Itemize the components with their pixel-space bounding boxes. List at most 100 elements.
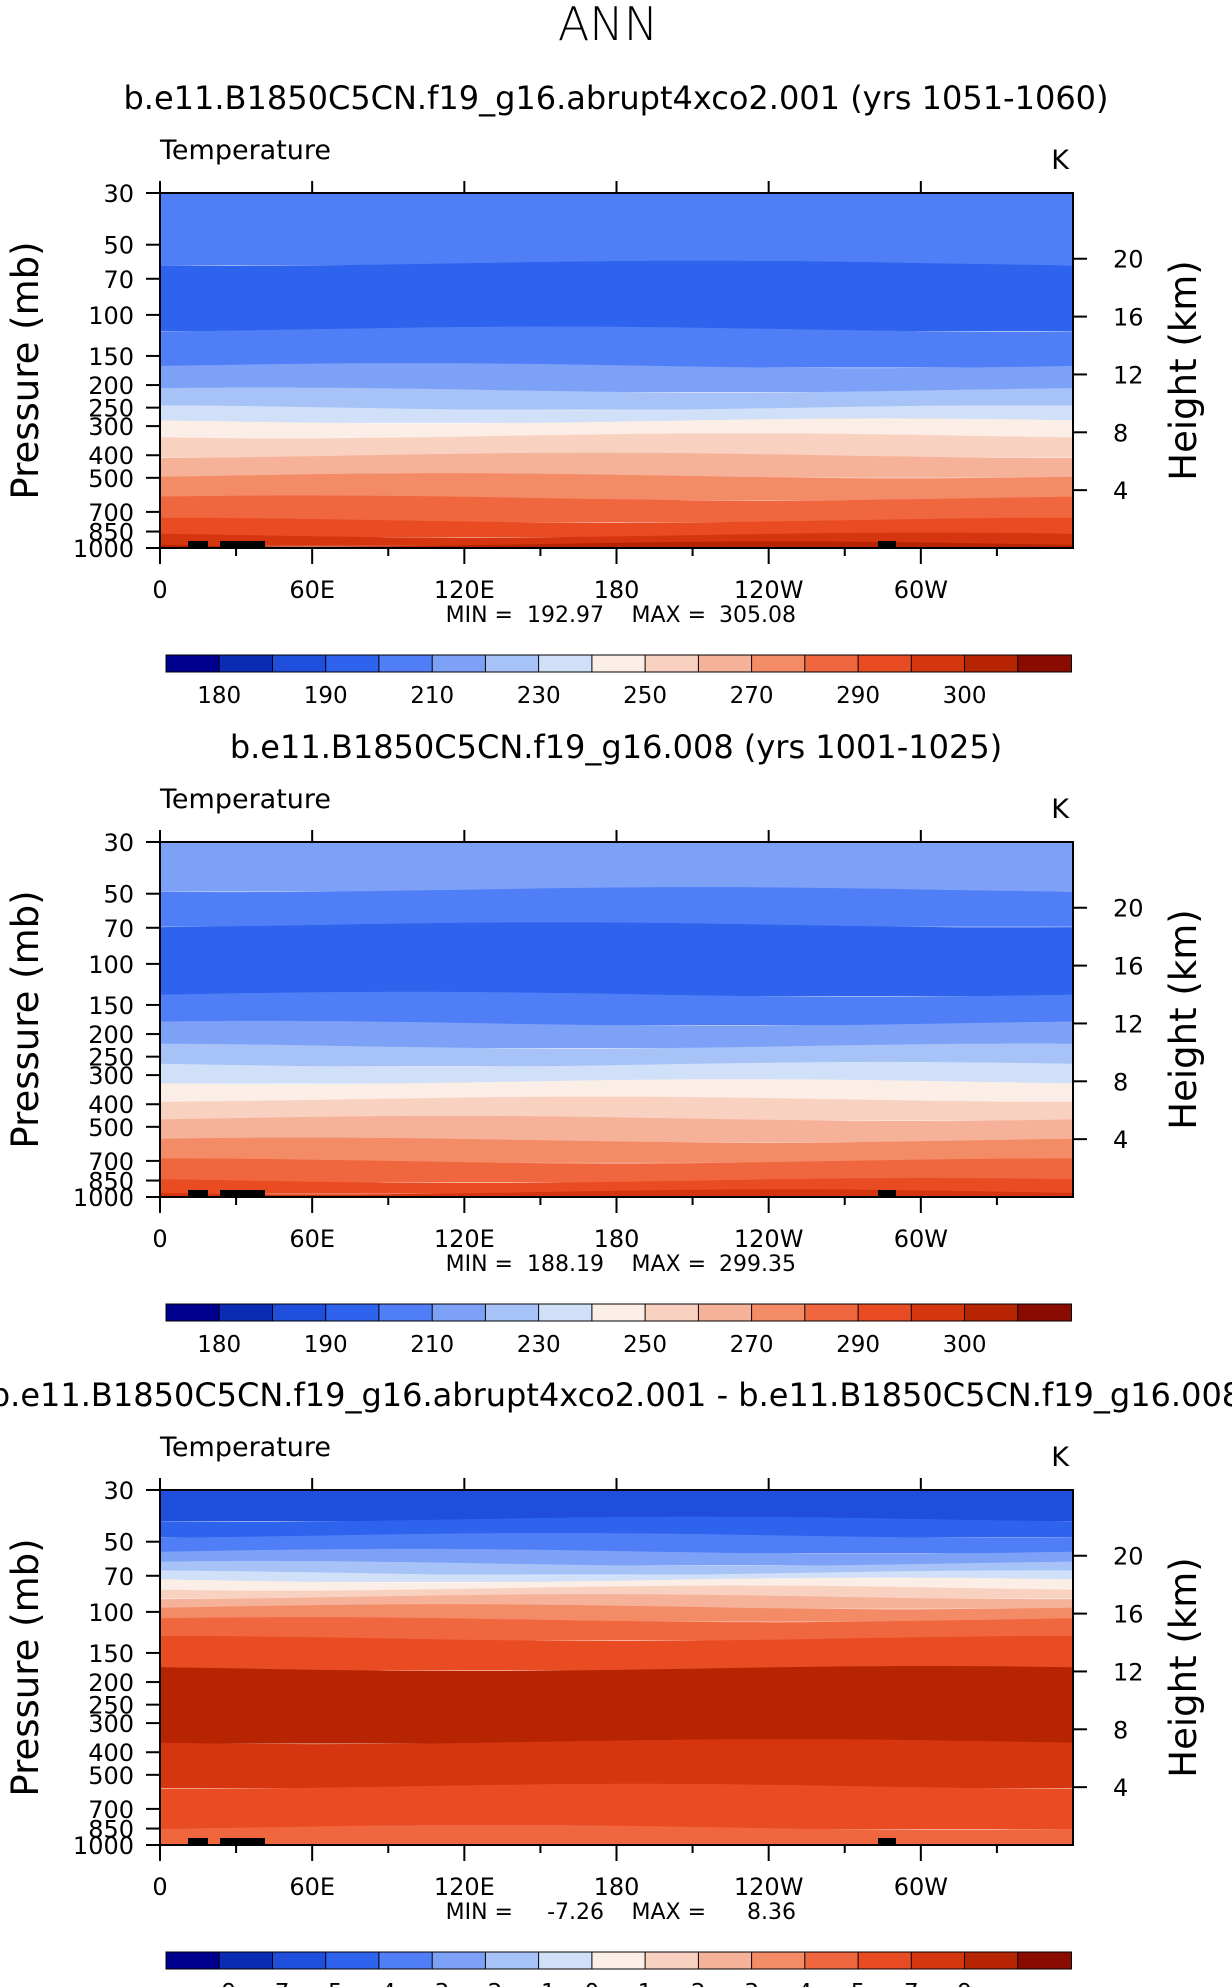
contour-band xyxy=(160,495,1073,523)
colorbar-label: 300 xyxy=(943,683,987,709)
colorbar-swatch xyxy=(538,654,593,673)
colorbar-swatch xyxy=(378,1303,434,1322)
y-tick-label: 500 xyxy=(88,1762,134,1790)
y-tick-label: 400 xyxy=(88,1739,134,1767)
contour-band xyxy=(160,418,1073,438)
y-tick-label: 400 xyxy=(88,442,134,470)
contour-band xyxy=(160,193,1073,266)
topography xyxy=(188,541,208,548)
colorbar-label: −4 xyxy=(362,1980,396,1987)
max-label: MAX = xyxy=(631,1252,706,1277)
contour-band xyxy=(160,1666,1073,1744)
colorbar-label: 1 xyxy=(638,1980,653,1987)
contour-band xyxy=(160,1783,1073,1830)
y-tick-label: 50 xyxy=(103,232,134,260)
colorbar: −9 −7 −5 −4 −3 −2 −1 0 1 2 3 4 5 7 9 xyxy=(165,1951,1072,1987)
y-tick-label: 100 xyxy=(88,951,134,979)
contour-band xyxy=(160,1739,1073,1789)
contour-band xyxy=(160,1548,1073,1566)
colorbar-swatch xyxy=(591,1951,647,1970)
height-tick-label: 20 xyxy=(1113,895,1144,923)
topography xyxy=(220,541,265,548)
min-value: 188.19 xyxy=(527,1252,604,1277)
colorbar-swatch xyxy=(751,654,806,673)
x-tick-label: 180 xyxy=(594,1873,640,1901)
height-tick-label: 4 xyxy=(1113,477,1128,505)
colorbar-swatch xyxy=(644,1951,700,1970)
colorbar-label: 300 xyxy=(943,1332,987,1358)
colorbar-label: 9 xyxy=(957,1980,972,1987)
contour-band xyxy=(160,1516,1073,1538)
y-tick-label: 1000 xyxy=(73,1832,134,1860)
colorbar-swatch xyxy=(325,654,380,673)
colorbar: 180 190 210 230 250 270 290 300 xyxy=(165,1303,1072,1358)
colorbar-label: 210 xyxy=(410,683,454,709)
contour-band xyxy=(160,260,1073,331)
y-tick-label: 70 xyxy=(103,1563,134,1591)
colorbar-label: 230 xyxy=(517,1332,561,1358)
contour-band xyxy=(160,1189,1073,1197)
y-tick-label: 700 xyxy=(88,1796,134,1824)
height-tick-label: 12 xyxy=(1113,1658,1144,1686)
y-tick-label: 500 xyxy=(88,465,134,493)
colorbar-swatch xyxy=(804,654,859,673)
colorbar-swatch xyxy=(857,1303,913,1322)
y-tick-label: 250 xyxy=(88,1692,134,1720)
y-tick-label: 400 xyxy=(88,1091,134,1119)
topography xyxy=(878,541,896,548)
colorbar-swatch xyxy=(272,1951,327,1970)
contour-band xyxy=(160,1533,1073,1554)
colorbar-label: −1 xyxy=(522,1980,556,1987)
y-tick-label: 300 xyxy=(88,1710,134,1738)
colorbar-swatch xyxy=(165,1951,221,1970)
max-value: 8.36 xyxy=(747,1900,796,1925)
max-value: 305.08 xyxy=(719,603,796,628)
y-tick-label: 500 xyxy=(88,1114,134,1142)
y-tick-label: 850 xyxy=(88,1168,134,1196)
topography xyxy=(188,1838,208,1845)
x-tick-label: 0 xyxy=(152,1873,167,1901)
contour-band xyxy=(160,1043,1073,1067)
colorbar-swatch xyxy=(484,1303,540,1322)
colorbar-label: 250 xyxy=(623,683,667,709)
max-value: 299.35 xyxy=(719,1252,796,1277)
y-tick-label: 50 xyxy=(103,1529,134,1557)
colorbar-label: 290 xyxy=(836,1332,880,1358)
colorbar-label: −9 xyxy=(202,1980,236,1987)
y-axis-right-title: Height (km) xyxy=(1162,1557,1205,1777)
colorbar-swatch xyxy=(218,1951,274,1970)
colorbar-swatch xyxy=(644,1303,700,1322)
panel-title: b.e11.B1850C5CN.f19_g16.abrupt4xco2.001 … xyxy=(0,1376,1232,1414)
colorbar-swatch xyxy=(964,654,1019,673)
x-tick-label: 60W xyxy=(894,1225,948,1253)
min-label: MIN = xyxy=(446,1900,513,1925)
colorbar-swatch xyxy=(431,1303,487,1322)
units-label: K xyxy=(1051,145,1070,176)
y-tick-label: 200 xyxy=(88,1669,134,1697)
colorbar: 180 190 210 230 250 270 290 300 xyxy=(165,654,1072,709)
contour-band xyxy=(160,452,1073,478)
colorbar-label: 3 xyxy=(744,1980,759,1987)
colorbar-label: 5 xyxy=(851,1980,866,1987)
x-tick-label: 60E xyxy=(289,1225,335,1253)
colorbar-label: −7 xyxy=(256,1980,290,1987)
x-tick-label: 60W xyxy=(894,1873,948,1901)
y-tick-label: 300 xyxy=(88,413,134,441)
colorbar-swatch xyxy=(1017,1303,1072,1322)
colorbar-swatch xyxy=(857,654,913,673)
panel-title: b.e11.B1850C5CN.f19_g16.008 (yrs 1001-10… xyxy=(230,728,1002,766)
x-tick-label: 180 xyxy=(594,576,640,604)
contour-band xyxy=(160,1079,1073,1101)
y-tick-label: 30 xyxy=(103,180,134,208)
colorbar-swatch xyxy=(697,1951,753,1970)
colorbar-swatch xyxy=(857,1951,913,1970)
y-tick-label: 850 xyxy=(88,1816,134,1844)
colorbar-swatch xyxy=(697,654,753,673)
contour-band xyxy=(160,1636,1073,1671)
contour-band xyxy=(160,842,1073,892)
colorbar-swatch xyxy=(910,1303,966,1322)
colorbar-label: 180 xyxy=(197,1332,241,1358)
contour-band xyxy=(160,1824,1073,1845)
contour-band xyxy=(160,387,1073,410)
colorbar-label: 4 xyxy=(798,1980,813,1987)
